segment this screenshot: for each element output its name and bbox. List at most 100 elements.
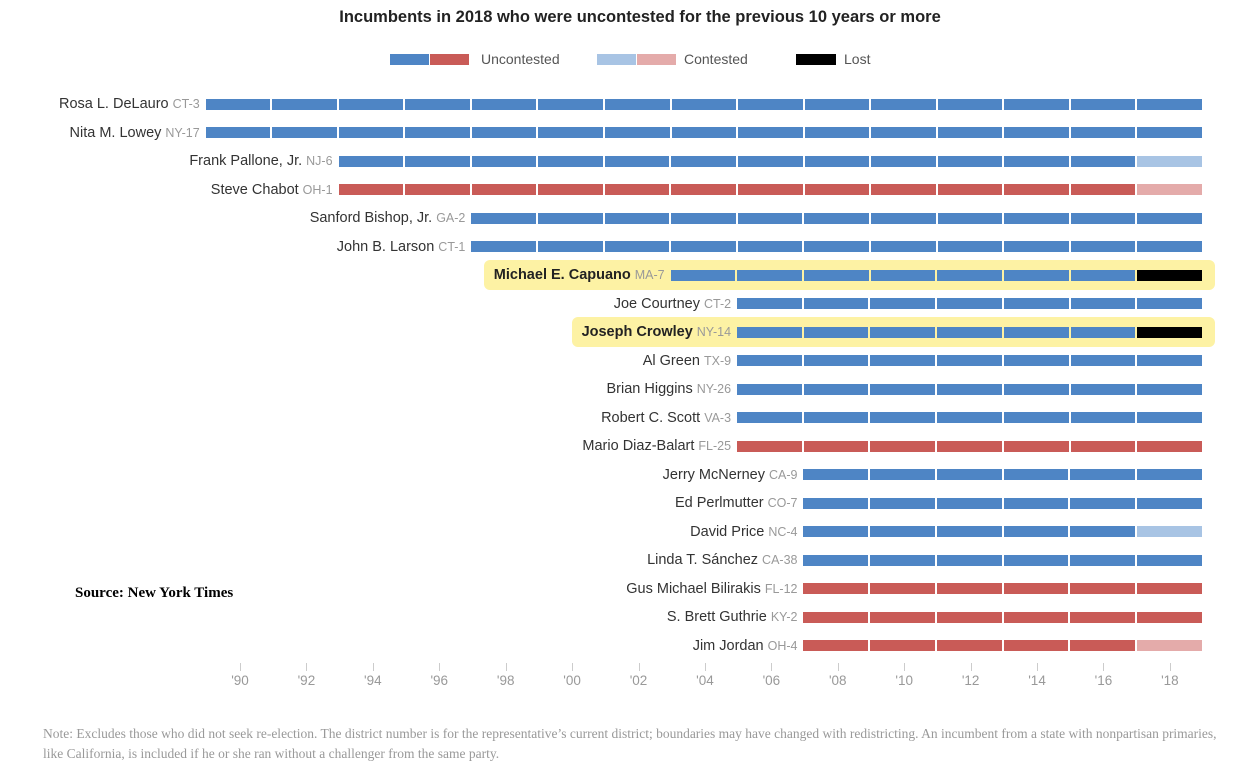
chart-row: Joe Courtney CT-2 xyxy=(604,289,1215,319)
x-tick xyxy=(439,663,441,671)
representative-name: Robert C. Scott xyxy=(601,409,701,426)
election-segment-2004 xyxy=(671,155,737,167)
chart-row: Mario Diaz-Balart FL-25 xyxy=(572,431,1215,461)
row-label: Joseph Crowley NY-14 xyxy=(582,324,732,340)
election-segment-2018 xyxy=(1137,98,1202,110)
district-label: CA-9 xyxy=(769,467,798,482)
district-label: FL-12 xyxy=(764,581,798,596)
district-label: NY-17 xyxy=(165,125,200,140)
election-segment-1992 xyxy=(272,98,337,110)
election-segment-2008 xyxy=(804,241,869,253)
representative-name: Jerry McNerney xyxy=(662,466,765,483)
election-segment-2010 xyxy=(870,241,936,253)
election-segment-2012 xyxy=(936,469,1002,481)
election-segment-2018 xyxy=(1137,355,1202,367)
term-bar xyxy=(338,155,1203,167)
election-segment-2012 xyxy=(937,383,1002,395)
row-label: Robert C. Scott VA-3 xyxy=(601,410,731,426)
row-label: Rosa L. DeLauro CT-3 xyxy=(59,96,200,112)
chart-title: Incumbents in 2018 who were uncontested … xyxy=(339,8,941,26)
election-segment-1992 xyxy=(272,127,337,139)
election-segment-2016 xyxy=(1070,583,1136,595)
term-bar xyxy=(737,440,1202,452)
election-segment-2010 xyxy=(870,355,936,367)
election-segment-2006 xyxy=(738,98,803,110)
election-segment-2018 xyxy=(1137,640,1202,652)
x-tick-label: '06 xyxy=(762,673,781,688)
election-segment-2006 xyxy=(737,440,802,452)
election-segment-2008 xyxy=(803,412,869,424)
district-label: OH-4 xyxy=(767,638,798,653)
election-segment-2004 xyxy=(671,241,736,253)
election-segment-2018 xyxy=(1137,326,1202,338)
term-bar xyxy=(338,184,1203,196)
row-label: Joe Courtney CT-2 xyxy=(614,296,731,312)
election-segment-2014 xyxy=(1004,155,1069,167)
election-segment-1998 xyxy=(471,212,536,224)
election-segment-2018 xyxy=(1137,526,1202,538)
district-label: CT-2 xyxy=(703,296,732,311)
election-segment-2012 xyxy=(936,526,1002,538)
election-segment-2008 xyxy=(803,583,869,595)
election-segment-2014 xyxy=(1004,269,1069,281)
x-tick-label: '90 xyxy=(231,673,249,688)
election-segment-2014 xyxy=(1004,212,1069,224)
election-segment-2014 xyxy=(1004,184,1069,196)
footnote: Note: Excludes those who did not seek re… xyxy=(43,726,1217,761)
election-segment-2016 xyxy=(1070,469,1136,481)
election-segment-2006 xyxy=(738,184,803,196)
term-bar xyxy=(471,212,1202,224)
x-tick-label: '92 xyxy=(297,673,316,688)
election-segment-2008 xyxy=(803,298,869,310)
election-segment-2016 xyxy=(1070,412,1136,424)
legend-swatch-lost xyxy=(796,54,836,65)
district-label: NY-14 xyxy=(696,325,732,340)
election-segment-2004 xyxy=(671,127,737,139)
election-segment-2006 xyxy=(737,383,802,395)
election-segment-2010 xyxy=(870,412,936,424)
election-segment-2014 xyxy=(1003,611,1069,623)
legend-swatch-contested-r xyxy=(637,54,676,65)
district-label: CT-1 xyxy=(438,239,466,254)
election-segment-2012 xyxy=(937,184,1003,196)
election-segment-1990 xyxy=(205,127,271,139)
election-segment-2004 xyxy=(671,98,737,110)
legend-swatch-contested-d xyxy=(597,54,636,65)
chart-row: S. Brett Guthrie KY-2 xyxy=(657,602,1215,632)
term-bar xyxy=(803,640,1202,652)
election-segment-2018 xyxy=(1137,554,1202,566)
district-label: CO-7 xyxy=(767,496,798,511)
election-segment-2008 xyxy=(803,326,869,338)
representative-name: Rosa L. DeLauro xyxy=(58,96,169,112)
election-segment-2004 xyxy=(670,269,736,281)
x-tick-label: '12 xyxy=(961,673,980,688)
election-segment-2012 xyxy=(936,640,1002,652)
election-segment-2008 xyxy=(803,469,869,481)
district-label: NC-4 xyxy=(768,524,798,539)
representative-name: Frank Pallone, Jr. xyxy=(189,153,303,170)
x-tick xyxy=(970,663,972,671)
election-segment-2010 xyxy=(870,269,936,281)
district-label: KY-2 xyxy=(770,610,798,625)
election-segment-2014 xyxy=(1003,497,1069,509)
election-segment-2014 xyxy=(1003,412,1069,424)
election-segment-2002 xyxy=(604,212,670,224)
chart-row: Michael E. Capuano MA-7 xyxy=(483,260,1215,291)
election-segment-2010 xyxy=(870,326,936,338)
election-segment-2008 xyxy=(804,155,870,167)
election-segment-2012 xyxy=(937,212,1003,224)
election-segment-2010 xyxy=(870,583,935,595)
election-segment-2012 xyxy=(937,326,1002,338)
row-label: John B. Larson CT-1 xyxy=(337,239,466,255)
election-segment-2018 xyxy=(1137,184,1203,196)
row-label: Nita M. Lowey NY-17 xyxy=(70,125,200,141)
election-segment-2012 xyxy=(937,355,1002,367)
election-segment-2010 xyxy=(871,127,936,139)
election-segment-2008 xyxy=(803,554,869,566)
term-bar xyxy=(803,583,1202,595)
term-bar xyxy=(205,98,1202,110)
election-segment-2018 xyxy=(1137,440,1202,452)
election-segment-2010 xyxy=(870,554,935,566)
election-segment-2014 xyxy=(1003,440,1069,452)
